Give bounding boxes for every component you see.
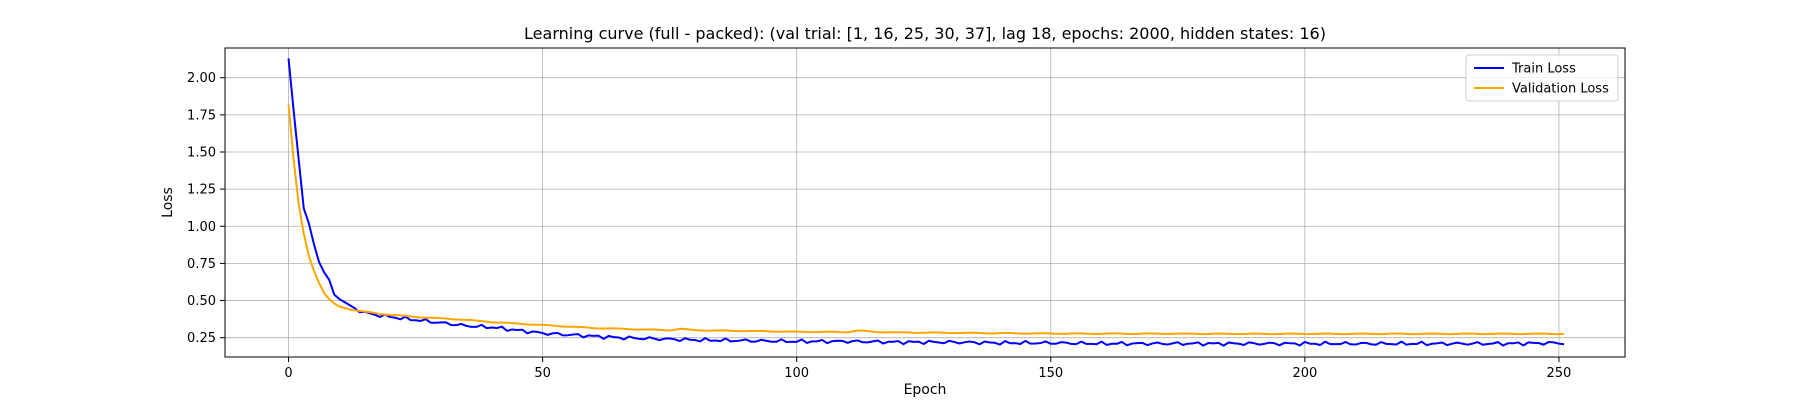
legend-entry-train-loss: Train Loss — [1511, 62, 1576, 77]
y-tick-label: 0.50 — [187, 294, 216, 309]
y-tick-label: 0.75 — [187, 257, 216, 272]
y-tick-label: 2.00 — [187, 71, 216, 86]
legend: Train Loss Validation Loss — [1465, 54, 1619, 102]
series-line-train-loss — [287, 58, 1565, 347]
legend-box — [1465, 54, 1619, 102]
x-tick-label: 250 — [1547, 366, 1572, 381]
y-tick-label: 1.75 — [187, 108, 216, 123]
x-tick-label: 150 — [1038, 366, 1063, 381]
series-layer — [287, 58, 1565, 347]
plot-area-frame — [224, 47, 1626, 358]
chart-title: Learning curve (full - packed): (val tri… — [524, 24, 1326, 43]
x-tick-label: 0 — [284, 366, 292, 381]
y-tick-label: 1.00 — [187, 220, 216, 235]
x-tick-label: 100 — [784, 366, 809, 381]
x-axis-ticks: 0 50 100 150 200 250 — [284, 357, 1571, 381]
y-axis-label: Loss — [160, 187, 176, 218]
y-tick-label: 1.25 — [187, 183, 216, 198]
grid — [225, 48, 1625, 357]
x-tick-label: 50 — [534, 366, 551, 381]
x-tick-label: 200 — [1292, 366, 1317, 381]
series-line-validation-loss — [287, 104, 1565, 336]
y-tick-label: 1.50 — [187, 145, 216, 160]
y-tick-label: 0.25 — [187, 331, 216, 346]
y-axis-ticks: 0.25 0.50 0.75 1.00 1.25 1.50 1.75 2.00 — [187, 71, 225, 346]
x-axis-label: Epoch — [904, 382, 947, 398]
legend-entry-validation-loss: Validation Loss — [1512, 82, 1609, 97]
